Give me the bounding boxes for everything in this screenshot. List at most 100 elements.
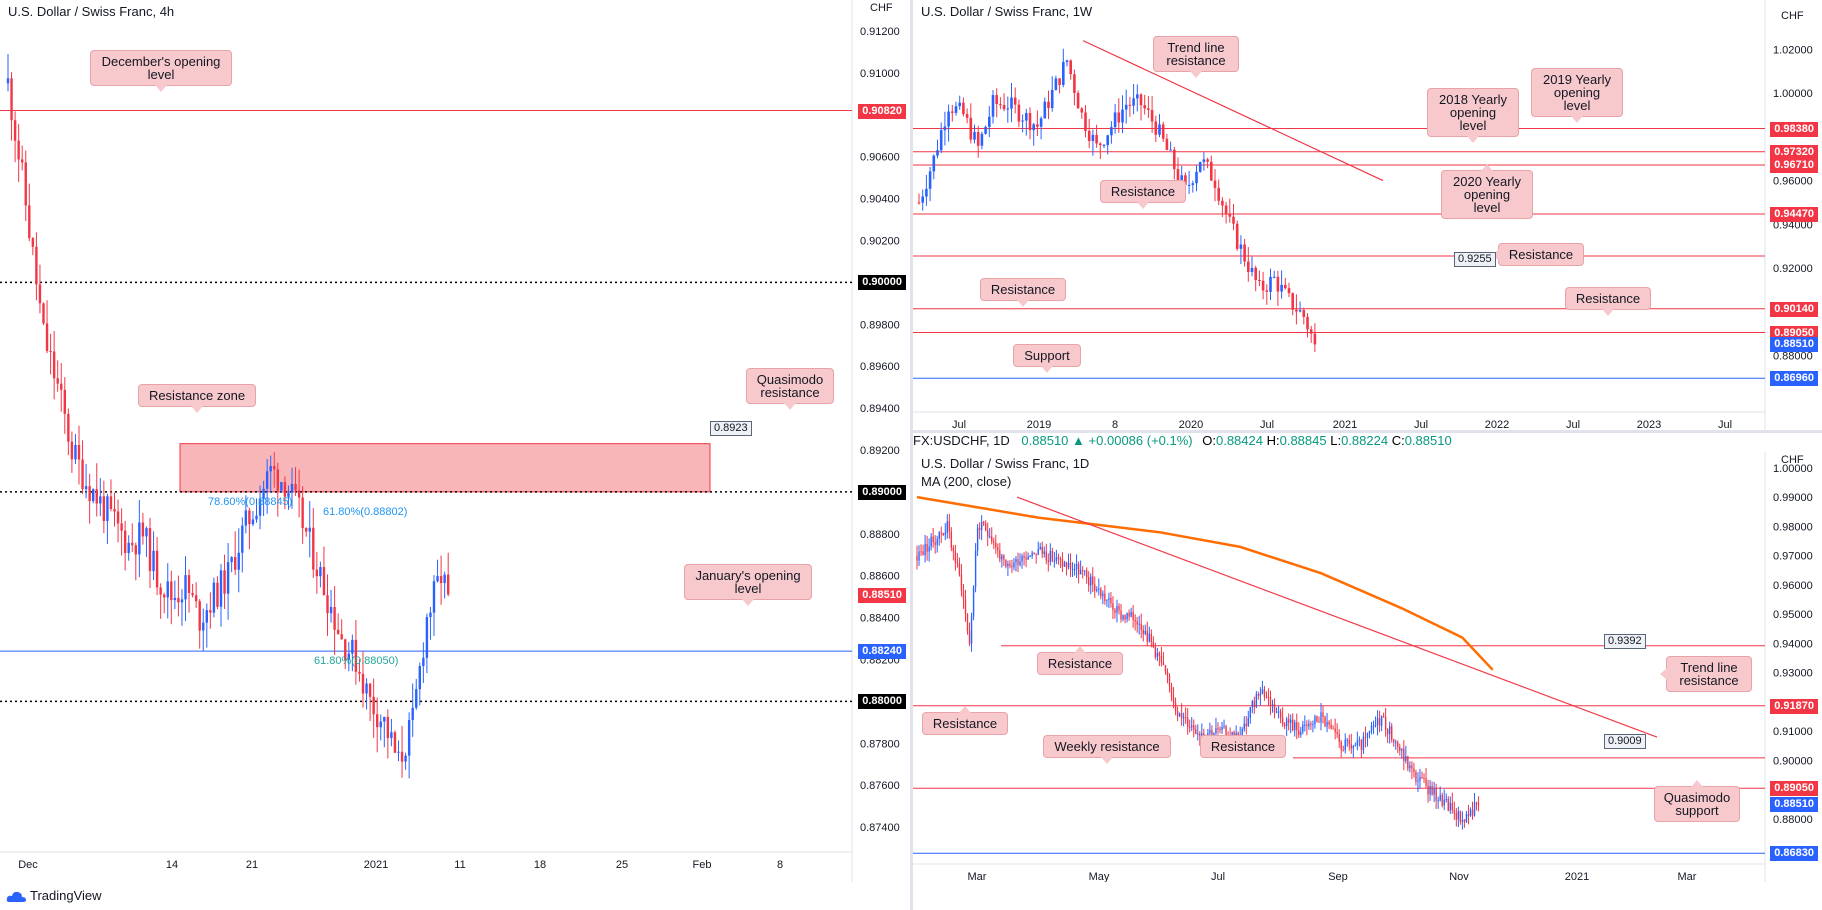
candle-body xyxy=(365,683,368,694)
candle-body xyxy=(1425,778,1427,786)
candle-body xyxy=(926,543,928,552)
candle-body xyxy=(1061,559,1064,567)
candle-body xyxy=(336,629,340,635)
y-tick-label: 0.92000 xyxy=(1773,263,1813,275)
candle-body xyxy=(1065,60,1069,62)
callout-december-opening: December's opening level xyxy=(90,50,232,92)
candle-body xyxy=(1285,718,1288,727)
candle-body xyxy=(42,303,45,324)
candle-body xyxy=(922,551,924,556)
candle-body xyxy=(138,522,141,555)
chart-1w-panel[interactable]: 1.020001.000000.960000.940000.920000.900… xyxy=(913,0,1822,430)
candle-body xyxy=(191,593,194,596)
y-tick-label: 0.99000 xyxy=(1773,492,1813,504)
candle-body xyxy=(411,707,414,721)
candle-body xyxy=(942,532,944,535)
candle-body xyxy=(1324,716,1326,727)
candle-body xyxy=(1128,104,1132,106)
candle-body xyxy=(995,542,997,548)
candle-body xyxy=(1360,739,1363,750)
candle-body xyxy=(1407,756,1409,769)
candle-body xyxy=(163,594,166,598)
candle-body xyxy=(1445,798,1447,800)
candle-body xyxy=(1223,726,1225,728)
candle-body xyxy=(432,581,436,613)
price-tag: 0.98380 xyxy=(1770,121,1818,137)
y-tick-label: 0.95000 xyxy=(1773,609,1813,621)
candle-body xyxy=(1067,562,1070,568)
candle-body xyxy=(1165,138,1169,150)
candle-body xyxy=(1182,717,1185,719)
candle-body xyxy=(113,508,116,512)
candle-body xyxy=(447,574,450,595)
candle-body xyxy=(1007,563,1009,567)
chart-4h-canvas[interactable]: 0.91200 0.91000 0.90600 0.90400 0.90200 0.898… xyxy=(0,0,910,882)
candle-body xyxy=(1202,159,1206,163)
candle-body xyxy=(1094,584,1096,591)
candle-body xyxy=(1421,777,1423,779)
candle-body xyxy=(1054,78,1058,90)
candle-body xyxy=(1451,802,1453,810)
callout-trend-line-resistance: Trend line resistance xyxy=(1153,36,1239,78)
candle-body xyxy=(358,671,361,674)
tradingview-brand[interactable]: TradingView xyxy=(30,888,102,903)
candle-body xyxy=(1364,736,1367,738)
candle-body xyxy=(1471,809,1474,816)
candle-body xyxy=(372,696,375,715)
candle-body xyxy=(70,441,74,460)
candle-body xyxy=(1306,316,1309,330)
candle-body xyxy=(1215,728,1217,734)
candle-body xyxy=(155,550,159,588)
candle-body xyxy=(439,576,443,584)
candle-body xyxy=(1232,216,1235,224)
price-tag: 0.88510 xyxy=(1770,797,1818,813)
candle-body xyxy=(187,575,191,594)
candle-body xyxy=(1112,603,1114,610)
candle-body xyxy=(1292,719,1294,731)
candle-body xyxy=(63,389,66,414)
candle-body xyxy=(1378,718,1381,726)
callout-resistance-1w-b: Resistance xyxy=(1492,243,1584,266)
candle-body xyxy=(1049,550,1052,563)
candle-body xyxy=(429,612,432,618)
up-triangle-icon: ▲ xyxy=(1072,433,1085,448)
info-close-value: 0.88510 xyxy=(1404,433,1452,448)
candle-body xyxy=(425,617,429,658)
candle-body xyxy=(1146,630,1148,642)
candle-body xyxy=(166,581,169,598)
candle-body xyxy=(1195,729,1197,735)
price-tag: 0.88240 xyxy=(858,644,906,660)
candle-body xyxy=(1036,124,1039,127)
x-tick-label: 2020 xyxy=(1179,419,1203,430)
candle-body xyxy=(329,607,333,614)
candle-body xyxy=(1062,61,1065,85)
candle-body xyxy=(287,492,290,497)
candle-body xyxy=(960,574,963,591)
candle-body xyxy=(305,528,308,532)
x-tick-label: 8 xyxy=(1112,419,1118,430)
candle-body xyxy=(1336,732,1338,735)
x-tick-label: Jul xyxy=(1566,419,1580,430)
candle-body xyxy=(1083,570,1086,572)
chart-1d-canvas[interactable]: 1.00000 0.99000 0.98000 0.97000 0.96000 0.950… xyxy=(913,452,1822,882)
candle-body xyxy=(1150,633,1153,642)
candle-body xyxy=(1077,563,1080,575)
candle-body xyxy=(1231,731,1233,738)
candle-body xyxy=(1413,768,1415,772)
candle-body xyxy=(1168,675,1171,687)
y-tick-label: 0.94000 xyxy=(1773,638,1813,650)
candle-body xyxy=(67,413,70,442)
candle-body xyxy=(984,126,987,134)
callout-weekly-resistance: Weekly resistance xyxy=(1043,735,1171,764)
chart-4h-panel[interactable]: 0.91200 0.91000 0.90600 0.90400 0.90200 0.898… xyxy=(0,0,910,882)
candle-body xyxy=(1058,78,1061,85)
candle-body xyxy=(1291,293,1294,310)
candle-body xyxy=(974,550,977,588)
candle-body xyxy=(1344,739,1346,751)
callout-resistance-zone: Resistance zone xyxy=(138,384,256,413)
chart-1w-canvas[interactable]: 1.020001.000000.960000.940000.920000.900… xyxy=(913,0,1822,430)
chart-1d-panel[interactable]: 1.00000 0.99000 0.98000 0.97000 0.96000 0.950… xyxy=(913,452,1822,882)
candle-body xyxy=(234,557,237,570)
x-tick-label: May xyxy=(1089,871,1110,882)
x-tick-label: Jul xyxy=(1718,419,1732,430)
